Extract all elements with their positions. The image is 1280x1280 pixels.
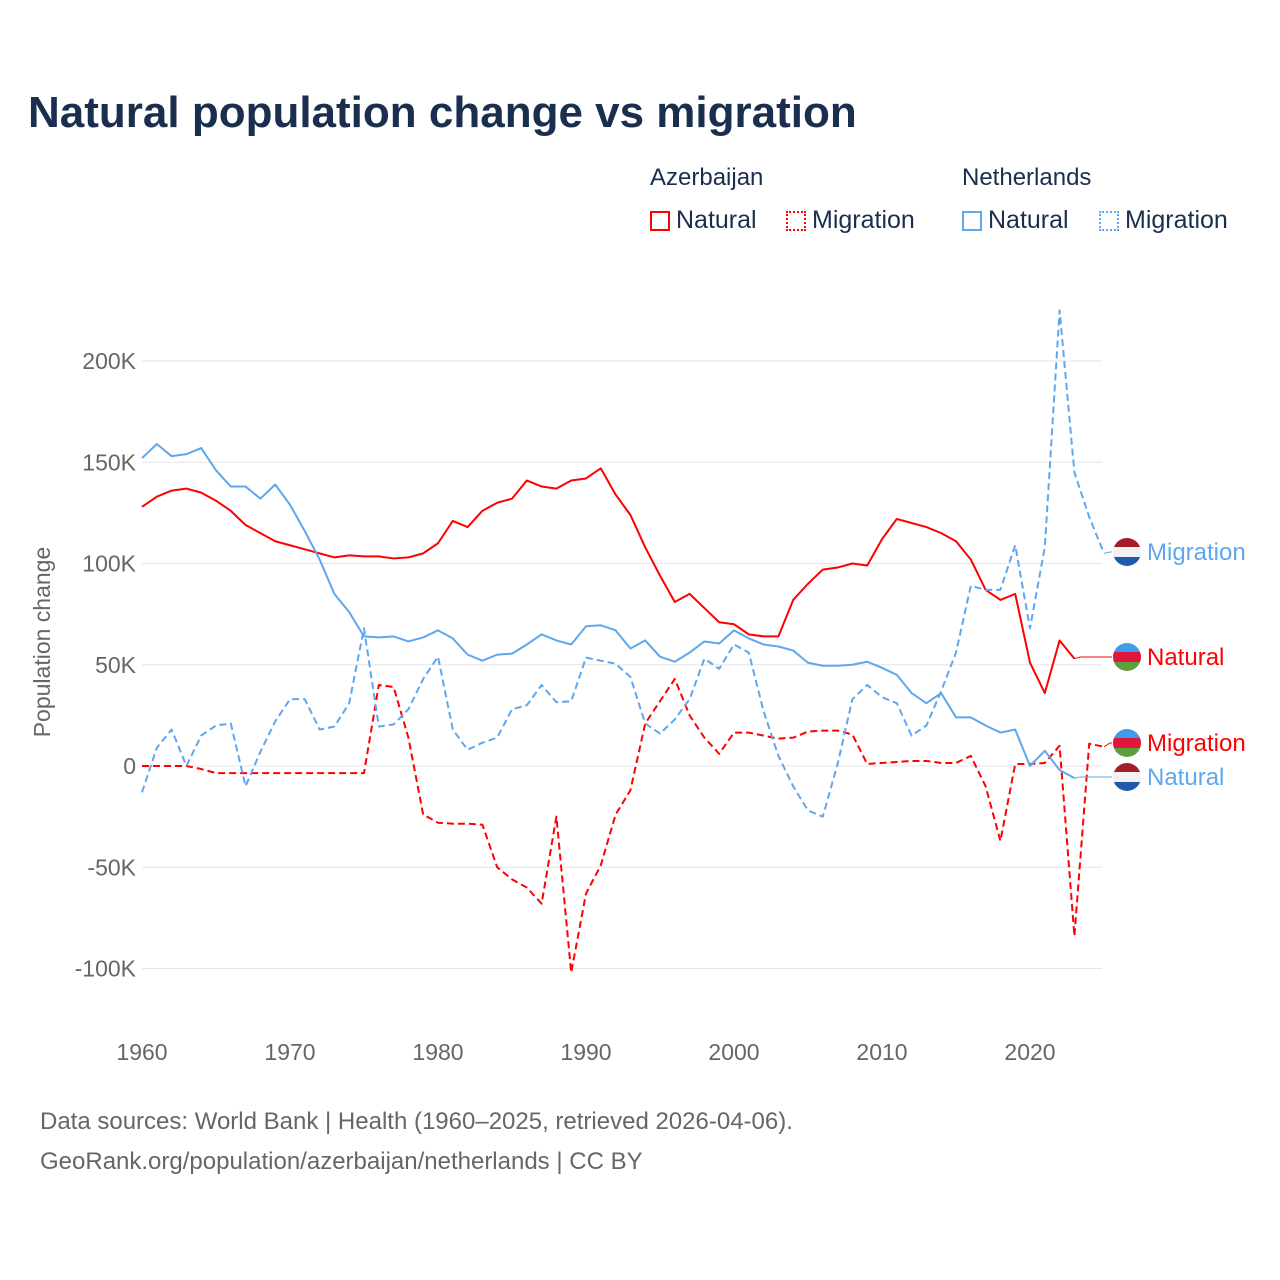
legend-netherlands-natural[interactable]: Natural — [962, 206, 1069, 235]
legend-netherlands-migration[interactable]: Migration — [1099, 206, 1228, 235]
y-tick-label: 100K — [82, 551, 136, 577]
y-tick-label: 200K — [82, 348, 136, 374]
legend-swatch-solid — [962, 210, 982, 231]
legend-azerbaijan-migration[interactable]: Migration — [786, 206, 915, 235]
legend-label: Migration — [812, 206, 915, 234]
label-connector — [1074, 776, 1112, 779]
legend-group-azerbaijan: Azerbaijan — [650, 164, 764, 191]
netherlands-flag-icon — [1113, 763, 1141, 791]
series-end-label: Migration — [1147, 539, 1246, 566]
series-end-label: Natural — [1147, 764, 1224, 791]
x-tick-label: 1990 — [560, 1039, 611, 1065]
azerbaijan-flag-icon — [1113, 643, 1141, 671]
legend-label: Natural — [988, 206, 1069, 234]
legend-group-netherlands: Netherlands — [962, 164, 1092, 191]
chart-title: Natural population change vs migration — [28, 88, 857, 137]
footer-source: Data sources: World Bank | Health (1960–… — [40, 1108, 793, 1135]
x-tick-label: 2020 — [1004, 1039, 1055, 1065]
y-tick-label: 150K — [82, 449, 136, 475]
legend-azerbaijan-natural[interactable]: Natural — [650, 206, 757, 235]
y-tick-label: -100K — [75, 956, 137, 982]
legend-label: Migration — [1125, 206, 1228, 234]
netherlands-flag-icon — [1113, 538, 1141, 566]
x-tick-label: 1960 — [116, 1039, 167, 1065]
y-axis-label: Population change — [29, 547, 55, 738]
azerbaijan-flag-icon — [1113, 729, 1141, 757]
y-tick-label: 50K — [95, 652, 137, 678]
series-line-netherlands-natural — [141, 443, 1075, 780]
legend-label: Natural — [676, 206, 757, 234]
legend-swatch-solid — [650, 210, 670, 231]
x-tick-label: 2010 — [856, 1039, 907, 1065]
label-connector — [1103, 742, 1112, 748]
footer-link[interactable]: GeoRank.org/population/azerbaijan/nether… — [40, 1148, 643, 1175]
x-tick-label: 2000 — [708, 1039, 759, 1065]
label-connector — [1074, 656, 1112, 660]
legend-swatch-dotted — [1099, 210, 1119, 231]
label-connector — [1103, 551, 1112, 554]
y-tick-label: -50K — [87, 854, 136, 880]
series-line-azerbaijan-migration — [142, 677, 1105, 974]
series-end-label: Migration — [1147, 730, 1246, 757]
x-tick-label: 1970 — [264, 1039, 315, 1065]
x-tick-label: 1980 — [412, 1039, 463, 1065]
y-tick-label: 0 — [123, 753, 136, 779]
series-line-azerbaijan-natural — [141, 467, 1076, 695]
legend-swatch-dotted — [786, 210, 806, 231]
series-end-label: Natural — [1147, 644, 1224, 671]
series-line-netherlands-migration — [141, 309, 1105, 818]
